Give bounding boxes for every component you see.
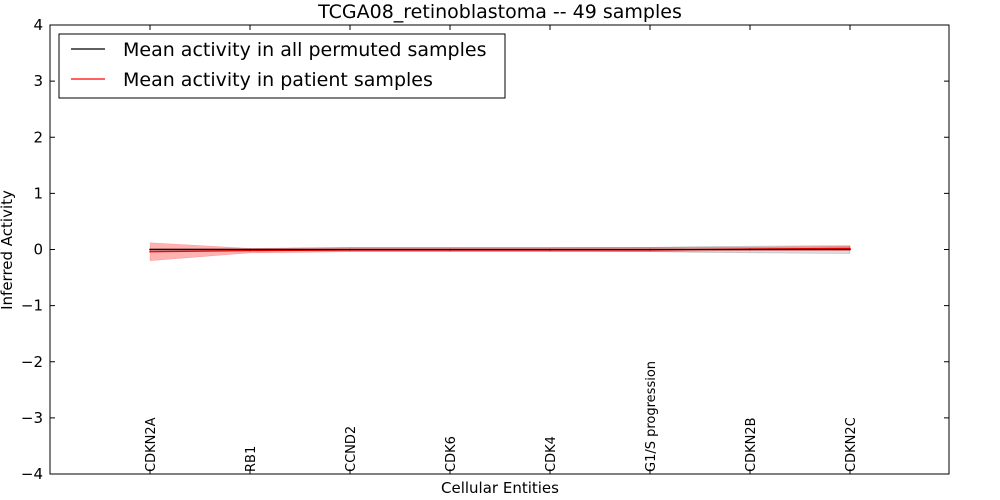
plot-area-frame: [49, 24, 950, 475]
y-tick-label: −1: [21, 297, 43, 315]
y-tick-label: −2: [21, 353, 43, 371]
y-axis-ticks: −4 −3 −2 −1 0 1 2 3 4: [21, 16, 949, 483]
band-patient: [149, 242, 851, 261]
series-lines: [149, 247, 851, 253]
y-tick-label: 1: [33, 184, 43, 202]
y-tick-label: 4: [33, 16, 43, 34]
x-tick-label: CDKN2B: [744, 417, 759, 472]
x-tick-label: CDK4: [544, 436, 559, 472]
y-tick-label: −3: [21, 409, 43, 427]
x-tick-label: CCND2: [344, 426, 359, 472]
y-tick-label: 0: [33, 241, 43, 259]
data-point-permuted: [649, 248, 651, 251]
data-point-permuted: [749, 248, 751, 251]
data-point-permuted: [849, 248, 851, 251]
data-point-permuted: [449, 248, 451, 251]
legend-frame: [58, 33, 506, 99]
x-tick-label: G1/S progression: [644, 361, 659, 472]
x-tick-label: CDKN2C: [844, 417, 859, 472]
legend-label-permuted: Mean activity in all permuted samples: [123, 39, 486, 61]
data-point-permuted: [549, 248, 551, 251]
data-point-permuted: [149, 248, 151, 251]
legend-label-patient: Mean activity in patient samples: [123, 69, 433, 91]
confidence-bands: [149, 242, 851, 261]
legend: Mean activity in all permuted samples Me…: [58, 33, 506, 99]
data-point-patient: [249, 249, 251, 252]
y-tick-label: −4: [21, 465, 43, 483]
data-point-permuted: [349, 248, 351, 251]
x-tick-label: CDKN2A: [144, 417, 159, 472]
chart-title: TCGA08_retinoblastoma -- 49 samples: [317, 1, 682, 23]
y-axis-label: Inferred Activity: [0, 190, 16, 310]
x-tick-label: RB1: [244, 446, 259, 472]
x-axis-ticks: CDKN2A RB1 CCND2 CDK6 CDK4 G1/S progression CD…: [144, 25, 859, 474]
y-tick-label: 2: [33, 128, 43, 146]
data-point-patient: [849, 247, 851, 250]
data-point-patient: [149, 250, 151, 253]
data-point-permuted: [249, 248, 251, 251]
y-tick-label: 3: [33, 72, 43, 90]
x-tick-label: CDK6: [444, 436, 459, 472]
x-axis-label: Cellular Entities: [441, 479, 559, 497]
